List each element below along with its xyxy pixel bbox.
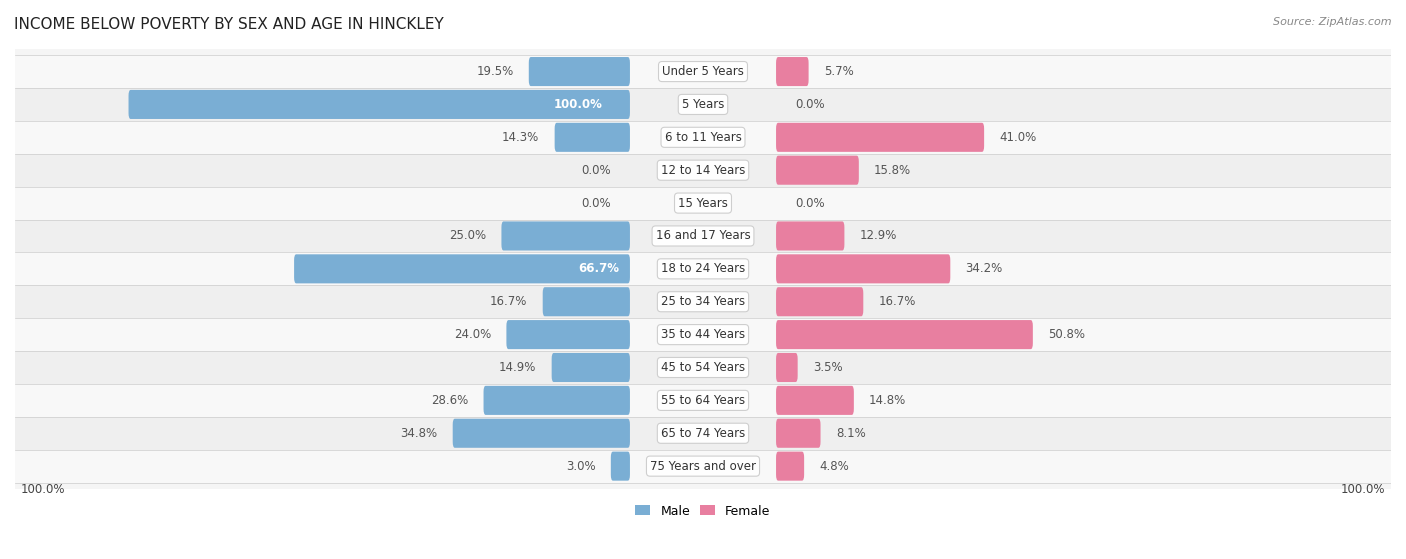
FancyBboxPatch shape [776,386,853,415]
Text: 66.7%: 66.7% [578,262,619,276]
FancyBboxPatch shape [610,452,630,481]
Text: 100.0%: 100.0% [21,482,65,496]
Text: 28.6%: 28.6% [432,394,468,407]
FancyBboxPatch shape [776,155,859,184]
Text: 12.9%: 12.9% [859,229,897,243]
FancyBboxPatch shape [453,419,630,448]
Bar [15,449,1391,482]
Text: 18 to 24 Years: 18 to 24 Years [661,262,745,276]
Bar [15,187,1391,220]
Text: 100.0%: 100.0% [1341,482,1385,496]
Text: 25.0%: 25.0% [449,229,486,243]
FancyBboxPatch shape [484,386,630,415]
Text: 41.0%: 41.0% [1000,131,1036,144]
Text: 3.0%: 3.0% [567,459,596,472]
Text: 0.0%: 0.0% [581,197,610,210]
FancyBboxPatch shape [776,353,797,382]
Text: 15 Years: 15 Years [678,197,728,210]
FancyBboxPatch shape [776,320,1033,349]
Bar [15,285,1391,318]
Text: 5 Years: 5 Years [682,98,724,111]
Text: 12 to 14 Years: 12 to 14 Years [661,164,745,177]
FancyBboxPatch shape [776,221,845,250]
Bar [15,121,1391,154]
Text: 16.7%: 16.7% [879,295,915,308]
Text: 16.7%: 16.7% [491,295,527,308]
Text: Under 5 Years: Under 5 Years [662,65,744,78]
Text: 5.7%: 5.7% [824,65,853,78]
Text: 0.0%: 0.0% [796,197,825,210]
Bar [15,417,1391,449]
FancyBboxPatch shape [128,90,630,119]
Bar [15,220,1391,253]
Bar [15,154,1391,187]
FancyBboxPatch shape [502,221,630,250]
FancyBboxPatch shape [529,57,630,86]
Text: 14.8%: 14.8% [869,394,907,407]
FancyBboxPatch shape [551,353,630,382]
FancyBboxPatch shape [776,452,804,481]
FancyBboxPatch shape [294,254,630,283]
Text: 4.8%: 4.8% [820,459,849,472]
FancyBboxPatch shape [776,57,808,86]
FancyBboxPatch shape [776,254,950,283]
Bar [15,253,1391,285]
Bar [15,55,1391,88]
FancyBboxPatch shape [506,320,630,349]
Bar [15,318,1391,351]
Text: 65 to 74 Years: 65 to 74 Years [661,427,745,440]
FancyBboxPatch shape [543,287,630,316]
Text: 35 to 44 Years: 35 to 44 Years [661,328,745,341]
Text: 25 to 34 Years: 25 to 34 Years [661,295,745,308]
Text: 55 to 64 Years: 55 to 64 Years [661,394,745,407]
Text: 8.1%: 8.1% [835,427,866,440]
Text: 45 to 54 Years: 45 to 54 Years [661,361,745,374]
Text: 14.3%: 14.3% [502,131,540,144]
Text: 50.8%: 50.8% [1047,328,1085,341]
Bar [15,351,1391,384]
Text: 0.0%: 0.0% [796,98,825,111]
Text: 34.8%: 34.8% [401,427,437,440]
Text: 16 and 17 Years: 16 and 17 Years [655,229,751,243]
Text: 100.0%: 100.0% [553,98,602,111]
Bar [15,88,1391,121]
Text: INCOME BELOW POVERTY BY SEX AND AGE IN HINCKLEY: INCOME BELOW POVERTY BY SEX AND AGE IN H… [14,17,444,32]
Text: 6 to 11 Years: 6 to 11 Years [665,131,741,144]
Text: 0.0%: 0.0% [581,164,610,177]
Text: 14.9%: 14.9% [499,361,537,374]
FancyBboxPatch shape [776,287,863,316]
Text: 15.8%: 15.8% [875,164,911,177]
Legend: Male, Female: Male, Female [630,500,776,523]
FancyBboxPatch shape [554,123,630,152]
Text: 75 Years and over: 75 Years and over [650,459,756,472]
Text: Source: ZipAtlas.com: Source: ZipAtlas.com [1274,17,1392,27]
FancyBboxPatch shape [776,123,984,152]
Text: 19.5%: 19.5% [477,65,513,78]
FancyBboxPatch shape [776,419,821,448]
Text: 24.0%: 24.0% [454,328,491,341]
Text: 34.2%: 34.2% [966,262,1002,276]
Bar [15,384,1391,417]
Text: 3.5%: 3.5% [813,361,842,374]
